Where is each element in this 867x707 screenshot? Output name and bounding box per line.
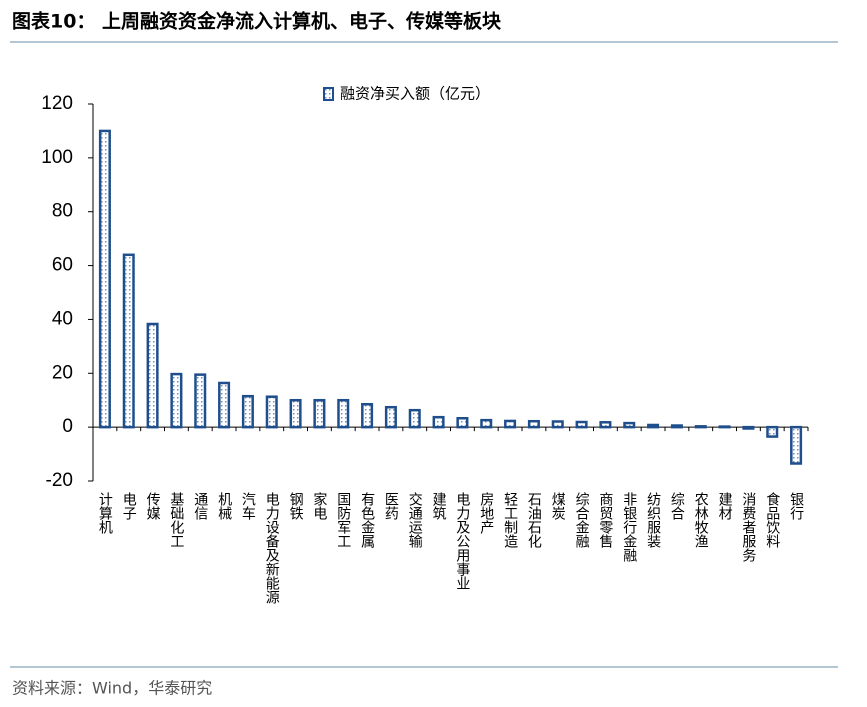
bar [313,398,326,429]
bar [289,398,302,429]
x-tick-label: 机械 [216,492,232,520]
bar [146,322,159,429]
x-tick-label: 食品饮料 [764,491,780,548]
y-tick-label: 60 [52,255,73,276]
x-tick-label: 电力设备及新能源 [264,492,280,604]
x-tick-label: 基础化工 [168,491,184,548]
x-tick-label: 建材 [717,492,733,520]
x-tick-label: 非银行金融 [621,492,637,562]
bar [766,425,779,438]
x-tick-label: 电力及公用事业 [454,492,470,590]
bar [432,415,445,429]
x-tick-label: 交通运输 [407,491,423,548]
x-tick-label: 家电 [311,491,327,520]
x-tick-label: 通信 [192,492,208,520]
bar [670,424,683,429]
legend-swatch [323,87,334,101]
bar [408,408,421,429]
source: 资料来源：Wind，华泰研究 [12,679,212,698]
y-tick-label: 100 [41,147,73,168]
bar [337,398,350,429]
bar [504,419,517,429]
y-tick-label: 80 [52,201,73,222]
bar [694,425,707,429]
bar [384,405,397,429]
x-tick-label: 消费者服务 [740,492,756,562]
bar [122,253,135,429]
y-tick-label: -20 [46,470,73,491]
x-tick-label: 钢铁 [288,492,304,520]
bar [527,419,540,429]
bar [241,394,254,429]
x-tick-label: 建筑 [431,492,447,521]
x-tick-label: 电子 [121,492,137,520]
x-tick-label: 传媒 [145,492,161,520]
x-tick-label: 国防军工 [335,492,351,548]
x-tick-label: 汽车 [240,492,256,520]
bar [718,425,731,429]
x-tick-label: 商贸零售 [597,492,613,548]
y-tick-label: 40 [52,308,73,329]
bar [456,417,469,429]
x-tick-label: 石油石化 [526,492,542,549]
bar [218,381,231,429]
bar [551,420,564,429]
bar [194,373,207,429]
y-tick-label: 0 [62,416,73,437]
x-tick-label: 有色金属 [359,492,375,548]
y-tick-label: 120 [41,93,73,114]
bar [480,418,493,429]
x-tick-label: 综合 [669,492,685,520]
legend-label: 融资净买入额（亿元） [340,85,490,103]
x-tick-label: 房地产 [478,492,494,535]
bar [599,421,612,429]
bar [575,420,588,429]
bar [790,425,803,465]
x-tick-label: 纺织服装 [645,492,661,548]
bar [623,421,636,429]
y-tick-label: 20 [52,362,73,383]
x-tick-label: 计算机 [97,492,113,535]
x-tick-label: 综合金融 [574,492,590,548]
x-tick-label: 煤炭 [550,492,566,520]
chart-title: 图表10： 上周融资资金净流入计算机、电子、传媒等板块 [12,10,502,33]
x-tick-label: 银行 [788,492,804,521]
bar [170,372,183,429]
x-tick-label: 农林牧渔 [693,492,709,548]
x-tick-label: 轻工制造 [502,492,518,549]
x-tick-label: 医药 [383,492,399,520]
bar [361,403,374,429]
bar [647,423,660,429]
bar [98,129,111,429]
bar [265,395,278,429]
bar [742,425,755,430]
